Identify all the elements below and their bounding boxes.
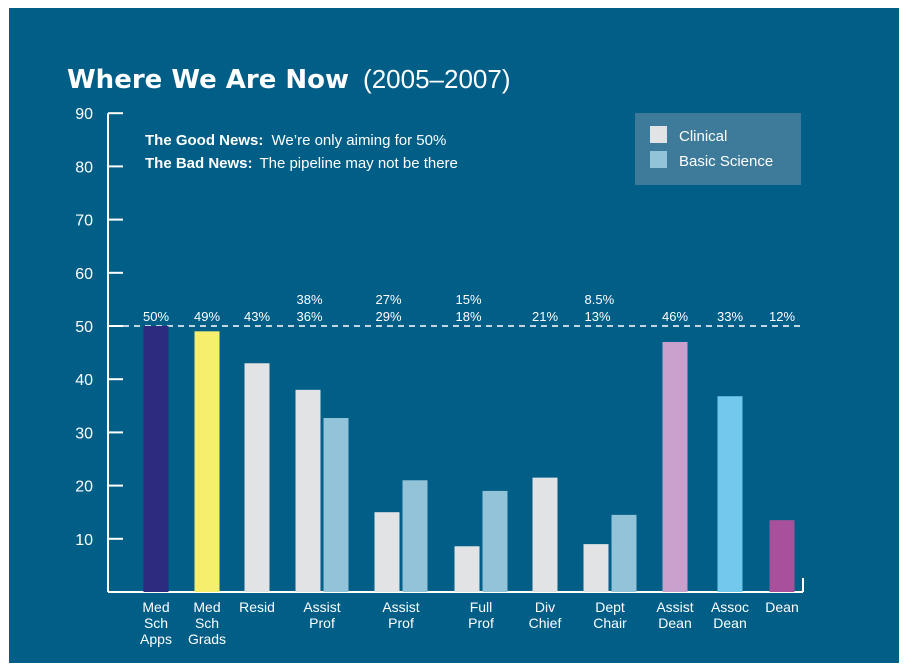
category-label: Dean [765,599,798,615]
category-label: Div [535,599,555,615]
category-label: Assoc [711,599,749,615]
labels: 50%MedSchApps49%MedSchGrads43%Resid38%36… [140,292,799,647]
data-label: 15% [456,292,482,307]
data-label: 29% [376,309,402,324]
bar [454,546,480,592]
category-label: Med [193,599,220,615]
category-label: Grads [188,631,226,647]
category-label: Med [142,599,169,615]
legend-label-basic-science: Basic Science [679,153,773,170]
category-label: Dean [713,615,746,631]
bar [717,396,743,592]
bad-news-text: The pipeline may not be there [259,155,457,172]
bar [402,480,428,592]
legend: Clinical Basic Science [635,113,801,185]
category-label: Sch [144,615,168,631]
y-tick-label: 30 [75,425,93,442]
good-news-text: We’re only aiming for 50% [272,132,447,149]
bar [662,341,688,592]
bars [143,326,795,592]
data-label: 46% [662,309,688,324]
y-tick-label: 70 [75,213,93,230]
bar [532,477,558,592]
data-label: 13% [585,309,611,324]
legend-swatch-basic-science [650,151,667,168]
y-tick-label: 90 [75,106,93,123]
bad-news-label: The Bad News: [145,155,253,172]
good-news-note: The Good News: We’re only aiming for 50% [145,132,446,149]
y-tick-label: 60 [75,266,93,283]
y-tick-label: 40 [75,372,93,389]
data-label: 49% [194,309,220,324]
y-tick-label: 10 [75,532,93,549]
legend-swatch-clinical [650,126,667,143]
category-label: Full [470,599,493,615]
category-label: Resid [239,599,275,615]
bar [583,544,609,592]
bar [374,512,400,592]
bad-news-note: The Bad News: The pipeline may not be th… [145,155,458,172]
data-label: 27% [376,292,402,307]
data-label: 43% [244,309,270,324]
data-label: 12% [769,309,795,324]
bar [323,418,349,592]
y-tick-label: 20 [75,479,93,496]
legend-box [635,113,801,185]
category-label: Apps [140,631,172,647]
category-label: Prof [309,615,335,631]
bar [611,514,637,592]
y-tick-label: 80 [75,159,93,176]
category-label: Assist [382,599,419,615]
category-label: Prof [388,615,414,631]
data-label: 36% [297,309,323,324]
bar [143,326,169,592]
category-label: Assist [656,599,693,615]
data-label: 18% [456,309,482,324]
bar [482,490,508,592]
data-label: 21% [532,309,558,324]
category-label: Chief [529,615,562,631]
data-label: 50% [143,309,169,324]
good-news-label: The Good News: [145,132,263,149]
y-tick-label: 50 [75,319,93,336]
bar [295,389,321,592]
bar [244,363,270,592]
category-label: Dept [595,599,625,615]
chart-title-main: Where We Are Now [67,65,349,95]
category-label: Assist [303,599,340,615]
data-label: 8.5% [585,292,615,307]
chart-title: Where We Are Now (2005–2007) [67,64,511,95]
data-label: 33% [717,309,743,324]
category-label: Chair [593,615,627,631]
data-label: 38% [297,292,323,307]
category-label: Prof [468,615,494,631]
legend-label-clinical: Clinical [679,128,727,145]
bar [194,331,220,592]
bar [769,520,795,592]
category-label: Sch [195,615,219,631]
chart-title-years: (2005–2007) [363,64,510,94]
category-label: Dean [658,615,691,631]
